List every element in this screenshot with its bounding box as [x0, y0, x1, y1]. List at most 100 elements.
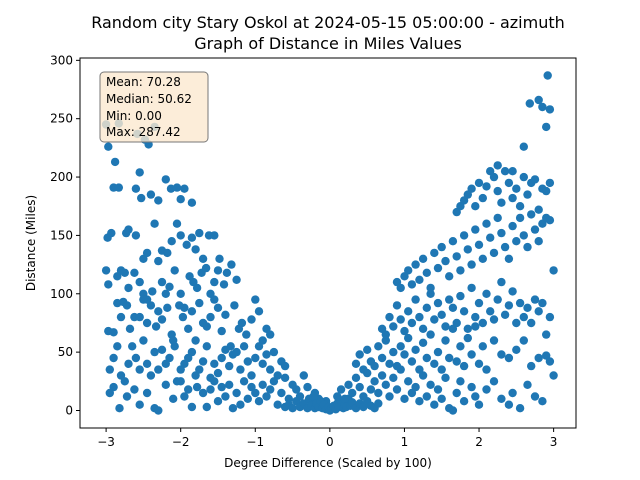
data-point	[396, 342, 405, 351]
data-point	[497, 228, 506, 238]
data-point	[236, 400, 245, 409]
data-point	[142, 248, 152, 258]
data-point	[418, 324, 428, 333]
data-point	[534, 205, 543, 214]
data-point	[109, 353, 118, 363]
data-point	[404, 377, 413, 386]
data-point	[124, 225, 133, 234]
data-point	[508, 287, 517, 296]
data-point	[523, 242, 532, 252]
x-tick-label: −2	[172, 435, 190, 449]
data-point	[430, 359, 439, 368]
data-point	[404, 266, 413, 275]
data-point	[135, 312, 144, 322]
data-point	[157, 277, 167, 287]
data-point	[396, 283, 405, 293]
data-point	[452, 388, 461, 398]
data-point	[125, 324, 135, 333]
data-point	[222, 268, 232, 277]
data-point	[377, 353, 387, 363]
data-point	[213, 368, 223, 378]
data-point	[104, 142, 113, 151]
data-point	[441, 373, 450, 382]
data-point	[508, 388, 517, 398]
data-point	[411, 345, 420, 354]
data-point	[404, 307, 413, 316]
data-point	[482, 182, 491, 191]
data-point	[530, 175, 540, 184]
data-point	[534, 353, 543, 363]
data-point	[273, 400, 282, 409]
stats-box-background	[99, 71, 209, 143]
y-axis-ticks: 0 50 100 150 200 250 300	[50, 53, 80, 417]
data-point	[178, 312, 188, 322]
x-axis-label: Degree Difference (Scaled by 100)	[224, 456, 432, 470]
data-point	[146, 190, 156, 199]
data-point	[459, 307, 469, 316]
data-point	[130, 268, 139, 277]
data-point	[280, 361, 290, 371]
data-point	[504, 301, 514, 310]
data-point	[474, 359, 484, 368]
data-point	[230, 301, 239, 310]
data-point	[437, 310, 446, 319]
data-point	[426, 380, 435, 389]
data-point	[482, 385, 491, 394]
data-point	[269, 377, 279, 386]
data-point	[482, 289, 491, 298]
data-point	[422, 268, 431, 277]
data-point	[545, 357, 555, 366]
data-point	[161, 380, 170, 389]
data-point	[135, 277, 144, 287]
data-point	[523, 303, 532, 312]
data-point	[202, 402, 211, 412]
data-point	[374, 388, 383, 398]
data-point	[165, 353, 174, 363]
data-point	[452, 357, 461, 366]
data-point	[163, 303, 172, 312]
data-point	[180, 392, 189, 401]
data-point	[538, 397, 547, 406]
data-point	[486, 307, 495, 316]
data-point	[232, 388, 241, 398]
data-point	[392, 301, 402, 310]
data-point	[213, 266, 223, 275]
data-point	[195, 365, 204, 374]
data-point	[508, 193, 517, 203]
data-point	[415, 397, 424, 406]
data-point	[493, 161, 502, 170]
data-point	[407, 318, 417, 328]
data-point	[489, 315, 499, 324]
data-point	[512, 184, 521, 193]
data-point	[184, 385, 193, 394]
data-point	[500, 167, 510, 176]
chart-title-line2: Graph of Distance in Miles Values	[194, 34, 462, 53]
data-point	[538, 102, 547, 112]
data-point	[213, 397, 223, 406]
data-point	[351, 359, 361, 368]
data-point	[542, 330, 551, 339]
data-point	[474, 178, 484, 188]
data-point	[122, 301, 132, 310]
data-point	[340, 394, 349, 403]
data-point	[415, 275, 424, 284]
data-point	[116, 312, 126, 322]
data-point	[227, 260, 236, 269]
data-point	[120, 268, 129, 277]
data-point	[217, 382, 226, 392]
data-point	[527, 318, 536, 328]
data-point	[385, 312, 394, 322]
data-point	[433, 385, 443, 394]
data-point	[530, 392, 540, 401]
data-point	[500, 242, 510, 252]
data-point	[206, 312, 215, 322]
data-point	[157, 345, 167, 354]
data-point	[198, 388, 208, 398]
data-point	[411, 260, 420, 269]
data-point	[512, 345, 521, 354]
data-point	[187, 402, 197, 412]
data-point	[467, 350, 476, 359]
data-point	[396, 315, 405, 324]
data-point	[154, 256, 163, 266]
data-point	[504, 178, 514, 188]
